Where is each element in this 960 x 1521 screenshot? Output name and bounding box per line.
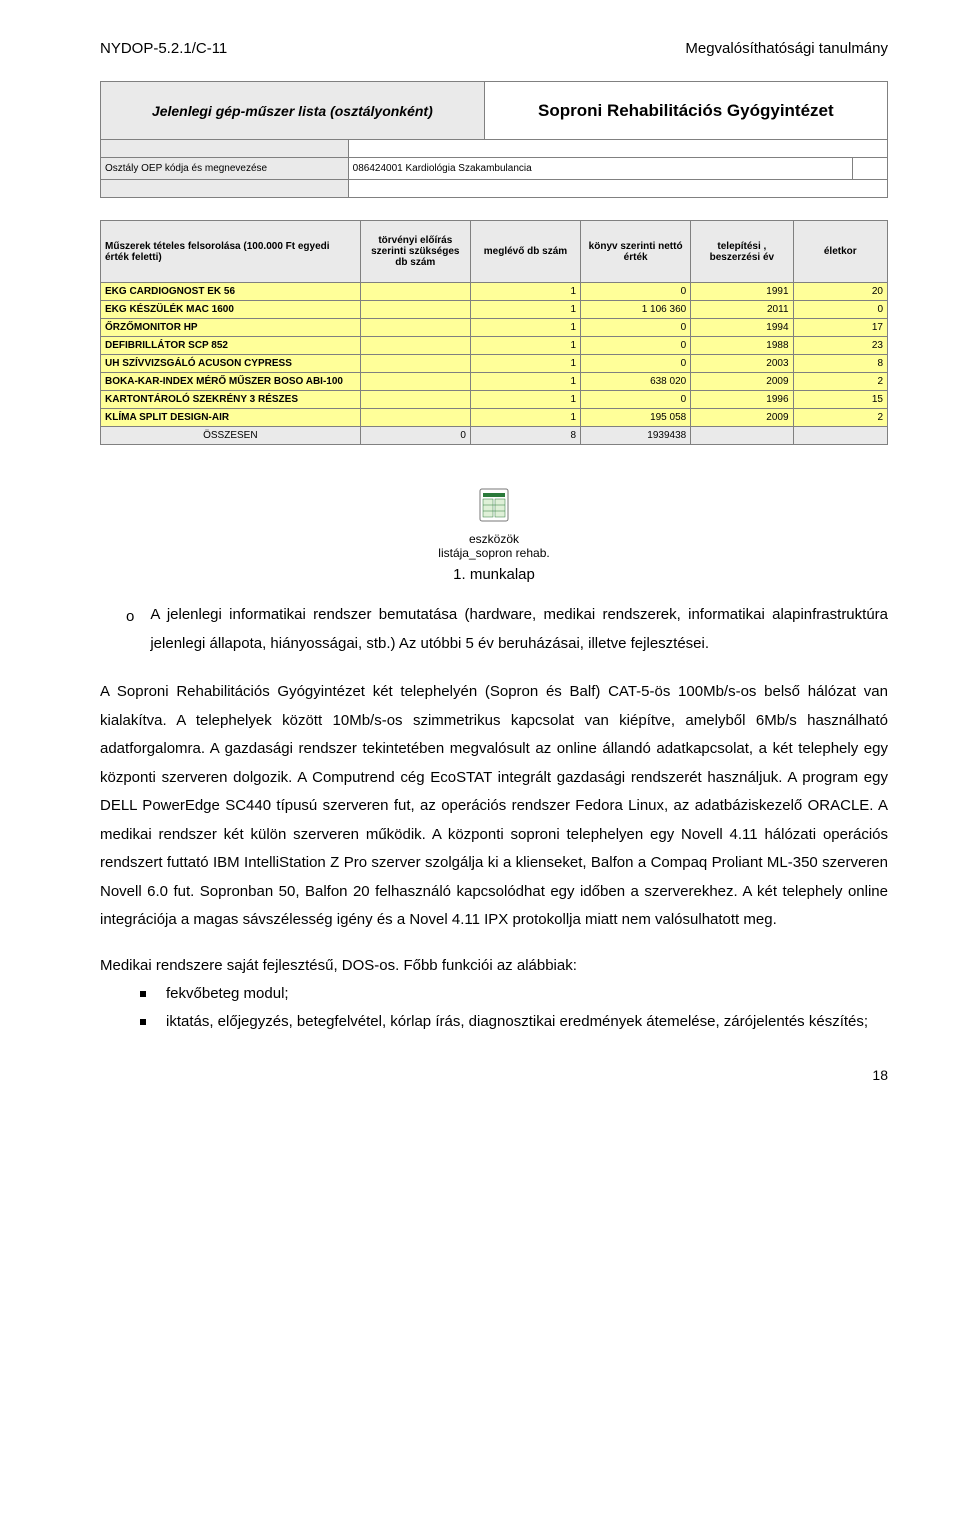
header-table: Jelenlegi gép-műszer lista (osztályonkén… bbox=[100, 81, 888, 198]
cell-c2: 1 bbox=[470, 337, 580, 355]
cell-total-name: ÖSSZESEN bbox=[101, 427, 361, 445]
cell-c2: 1 bbox=[470, 283, 580, 301]
icon-line1: eszközök bbox=[404, 532, 584, 546]
cell-c4: 1991 bbox=[691, 283, 793, 301]
cell-c4: 2003 bbox=[691, 355, 793, 373]
cell-name: BOKA-KAR-INDEX MÉRŐ MŰSZER BOSO ABI-100 bbox=[101, 373, 361, 391]
cell-c1 bbox=[360, 373, 470, 391]
table-row: ŐRZŐMONITOR HP 10199417 bbox=[101, 319, 888, 337]
cell-name: ŐRZŐMONITOR HP bbox=[101, 319, 361, 337]
cell-c3: 0 bbox=[581, 319, 691, 337]
cell-c1 bbox=[360, 319, 470, 337]
t1-title-left: Jelenlegi gép-műszer lista (osztályonkén… bbox=[101, 82, 485, 140]
cell-c5: 0 bbox=[793, 301, 887, 319]
cell-name: EKG KÉSZÜLÉK MAC 1600 bbox=[101, 301, 361, 319]
cell-total-c1: 0 bbox=[360, 427, 470, 445]
cell-c2: 1 bbox=[470, 409, 580, 427]
cell-c4: 2011 bbox=[691, 301, 793, 319]
excel-attachment[interactable]: eszközök listája_sopron rehab. bbox=[404, 485, 584, 560]
excel-icon bbox=[474, 485, 514, 530]
cell-total-c4 bbox=[691, 427, 793, 445]
table-row: EKG CARDIOGNOST EK 56 10199120 bbox=[101, 283, 888, 301]
t1-dept-label: Osztály OEP kódja és megnevezése bbox=[101, 158, 349, 180]
cell-c5: 2 bbox=[793, 409, 887, 427]
cell-c4: 1994 bbox=[691, 319, 793, 337]
cell-c1 bbox=[360, 337, 470, 355]
list-item: iktatás, előjegyzés, betegfelvétel, kórl… bbox=[140, 1008, 888, 1037]
cell-c5: 20 bbox=[793, 283, 887, 301]
cell-c2: 1 bbox=[470, 373, 580, 391]
table-row: BOKA-KAR-INDEX MÉRŐ MŰSZER BOSO ABI-100 1… bbox=[101, 373, 888, 391]
cell-c1 bbox=[360, 355, 470, 373]
cell-total-c3: 1939438 bbox=[581, 427, 691, 445]
cell-total-c2: 8 bbox=[470, 427, 580, 445]
cell-total-c5 bbox=[793, 427, 887, 445]
cell-c2: 1 bbox=[470, 391, 580, 409]
cell-c2: 1 bbox=[470, 319, 580, 337]
cell-c5: 2 bbox=[793, 373, 887, 391]
cell-c3: 638 020 bbox=[581, 373, 691, 391]
th-3: könyv szerinti nettó érték bbox=[581, 221, 691, 283]
equipment-table: Műszerek tételes felsorolása (100.000 Ft… bbox=[100, 220, 888, 445]
list-item: fekvőbeteg modul; bbox=[140, 980, 888, 1009]
cell-c5: 15 bbox=[793, 391, 887, 409]
table-row: KLÍMA SPLIT DESIGN-AIR 1195 05820092 bbox=[101, 409, 888, 427]
table-row: KARTONTÁROLÓ SZEKRÉNY 3 RÉSZES 10199615 bbox=[101, 391, 888, 409]
cell-c3: 1 106 360 bbox=[581, 301, 691, 319]
table-row-total: ÖSSZESEN081939438 bbox=[101, 427, 888, 445]
th-0: Műszerek tételes felsorolása (100.000 Ft… bbox=[101, 221, 361, 283]
icon-title: 1. munkalap bbox=[100, 566, 888, 583]
page-number: 18 bbox=[100, 1067, 888, 1083]
cell-c2: 1 bbox=[470, 355, 580, 373]
bullet-marker: o bbox=[126, 601, 134, 658]
cell-name: KLÍMA SPLIT DESIGN-AIR bbox=[101, 409, 361, 427]
cell-c5: 23 bbox=[793, 337, 887, 355]
t1-title-right: Soproni Rehabilitációs Gyógyintézet bbox=[484, 82, 887, 140]
cell-c3: 195 058 bbox=[581, 409, 691, 427]
cell-c3: 0 bbox=[581, 283, 691, 301]
cell-c3: 0 bbox=[581, 391, 691, 409]
th-1: törvényi előírás szerinti szükséges db s… bbox=[360, 221, 470, 283]
th-5: életkor bbox=[793, 221, 887, 283]
cell-c5: 8 bbox=[793, 355, 887, 373]
cell-c1 bbox=[360, 409, 470, 427]
t1-dept-value: 086424001 Kardiológia Szakambulancia bbox=[348, 158, 852, 180]
paragraph-footer: Medikai rendszere saját fejlesztésű, DOS… bbox=[100, 957, 888, 974]
table-row: DEFIBRILLÁTOR SCP 852 10198823 bbox=[101, 337, 888, 355]
cell-c4: 2009 bbox=[691, 409, 793, 427]
cell-c1 bbox=[360, 301, 470, 319]
cell-name: EKG CARDIOGNOST EK 56 bbox=[101, 283, 361, 301]
th-2: meglévő db szám bbox=[470, 221, 580, 283]
paragraph-main: A Soproni Rehabilitációs Gyógyintézet ké… bbox=[100, 678, 888, 935]
bullet-text: A jelenlegi informatikai rendszer bemuta… bbox=[150, 601, 888, 658]
table-row: EKG KÉSZÜLÉK MAC 1600 11 106 36020110 bbox=[101, 301, 888, 319]
cell-c4: 1988 bbox=[691, 337, 793, 355]
th-4: telepítési , beszerzési év bbox=[691, 221, 793, 283]
header-right: Megvalósíthatósági tanulmány bbox=[685, 40, 888, 57]
footer-list: fekvőbeteg modul; iktatás, előjegyzés, b… bbox=[100, 980, 888, 1037]
document-header: NYDOP-5.2.1/C-11 Megvalósíthatósági tanu… bbox=[100, 40, 888, 57]
cell-c1 bbox=[360, 283, 470, 301]
icon-line2: listája_sopron rehab. bbox=[404, 546, 584, 560]
bullet-item: o A jelenlegi informatikai rendszer bemu… bbox=[126, 601, 888, 658]
cell-c4: 1996 bbox=[691, 391, 793, 409]
cell-c1 bbox=[360, 391, 470, 409]
cell-c3: 0 bbox=[581, 355, 691, 373]
cell-c5: 17 bbox=[793, 319, 887, 337]
cell-name: DEFIBRILLÁTOR SCP 852 bbox=[101, 337, 361, 355]
header-left: NYDOP-5.2.1/C-11 bbox=[100, 40, 227, 57]
cell-c2: 1 bbox=[470, 301, 580, 319]
cell-c4: 2009 bbox=[691, 373, 793, 391]
cell-name: KARTONTÁROLÓ SZEKRÉNY 3 RÉSZES bbox=[101, 391, 361, 409]
cell-c3: 0 bbox=[581, 337, 691, 355]
table-row: UH SZÍVVIZSGÁLÓ ACUSON CYPRESS 1020038 bbox=[101, 355, 888, 373]
cell-name: UH SZÍVVIZSGÁLÓ ACUSON CYPRESS bbox=[101, 355, 361, 373]
